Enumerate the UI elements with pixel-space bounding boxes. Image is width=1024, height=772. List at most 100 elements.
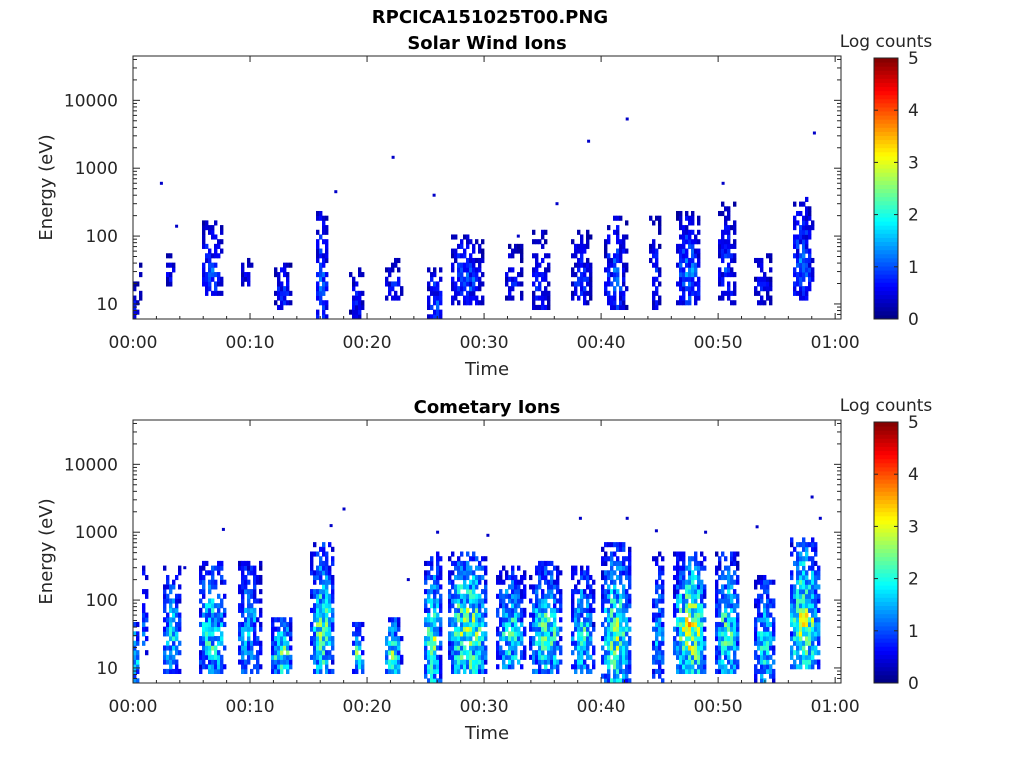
heatmap-cell [505, 589, 509, 595]
heatmap-cell [808, 645, 812, 651]
heatmap-cell [607, 645, 611, 651]
heatmap-cell [328, 626, 332, 632]
heatmap-cell [424, 650, 428, 656]
heatmap-cell [169, 617, 173, 623]
heatmap-cell [727, 668, 731, 675]
heatmap-cell [730, 253, 734, 259]
heatmap-cell [220, 631, 224, 637]
heatmap-cell [439, 300, 443, 306]
heatmap-cell [250, 640, 254, 646]
heatmap-cell [622, 668, 626, 675]
heatmap-cell [253, 640, 257, 646]
heatmap-cell [331, 668, 335, 675]
heatmap-cell [535, 607, 539, 613]
heatmap-cell [433, 589, 437, 595]
heatmap-cell [679, 220, 683, 226]
heatmap-cell [433, 659, 437, 665]
heatmap-cell [676, 281, 680, 287]
heatmap-cell [391, 267, 395, 273]
heatmap-cell [625, 664, 629, 670]
heatmap-cell [145, 636, 149, 642]
heatmap-cell [607, 234, 611, 240]
heatmap-cell [796, 617, 800, 623]
heatmap-cell [241, 636, 245, 642]
heatmap-cell [205, 664, 209, 670]
heatmap-cell [241, 272, 245, 278]
heatmap-cell [466, 654, 470, 660]
heatmap-cell [475, 603, 479, 609]
heatmap-cell [721, 281, 725, 287]
heatmap-cell [676, 645, 680, 651]
heatmap-cell [166, 626, 170, 632]
heatmap-cell [757, 668, 761, 675]
heatmap-cell [484, 589, 488, 595]
colorbar-segment [874, 552, 898, 558]
heatmap-cell [505, 574, 509, 581]
heatmap-cell [622, 584, 626, 590]
heatmap-cell [577, 229, 581, 235]
heatmap-cell [385, 267, 389, 273]
heatmap-cell [283, 262, 287, 268]
heatmap-cell [688, 215, 692, 221]
heatmap-cell [802, 654, 806, 660]
heatmap-cell [436, 626, 440, 632]
heatmap-cell [436, 668, 440, 675]
heatmap-cell [535, 650, 539, 656]
heatmap-cell [724, 272, 728, 278]
heatmap-cell [691, 257, 695, 264]
heatmap-cell [676, 598, 680, 604]
heatmap-cell [397, 650, 401, 656]
heatmap-cell [325, 565, 329, 571]
colorbar-segment [874, 147, 898, 153]
heatmap-cell [622, 272, 626, 278]
heatmap-cell [517, 272, 521, 278]
heatmap-cell [424, 664, 428, 670]
heatmap-cell [475, 617, 479, 623]
colorbar-segment [874, 86, 898, 92]
heatmap-cell [505, 617, 509, 623]
heatmap-cell [202, 636, 206, 642]
heatmap-cell [538, 640, 542, 646]
heatmap-cell [322, 215, 326, 221]
heatmap-cell [175, 621, 179, 628]
heatmap-cell [688, 626, 692, 632]
heatmap-cell [430, 276, 434, 282]
heatmap-cell [469, 239, 473, 245]
heatmap-cell [469, 603, 473, 609]
heatmap-cell [478, 664, 482, 670]
heatmap-cell [319, 668, 323, 675]
heatmap-cell [619, 286, 623, 292]
colorbar-segment [874, 491, 898, 496]
heatmap-cell [733, 239, 737, 245]
heatmap-cell [685, 659, 689, 665]
heatmap-cell [727, 210, 731, 217]
heatmap-cell [793, 659, 797, 665]
heatmap-cell [754, 286, 758, 292]
heatmap-cell [736, 612, 740, 618]
heatmap-cell [799, 607, 803, 613]
heatmap-cell [799, 229, 803, 235]
heatmap-cell [244, 565, 248, 571]
heatmap-cell [736, 626, 740, 632]
heatmap-cell [286, 272, 290, 278]
heatmap-cell [733, 607, 737, 613]
heatmap-cell [607, 607, 611, 613]
heatmap-cell [721, 612, 725, 618]
heatmap-cell [682, 584, 686, 590]
heatmap-cell [796, 253, 800, 259]
heatmap-cell [547, 281, 551, 287]
heatmap-cell [457, 659, 461, 665]
heatmap-cell [697, 229, 701, 235]
heatmap-cell [142, 617, 146, 623]
heatmap-cell [175, 626, 179, 632]
colorbar-tick-label: 2 [908, 570, 919, 590]
heatmap-cell [619, 574, 623, 581]
heatmap-cell [460, 281, 464, 287]
heatmap-cell [475, 664, 479, 670]
heatmap-cell [280, 664, 284, 670]
heatmap-cell [286, 650, 290, 656]
heatmap-cell [655, 668, 659, 675]
heatmap-cell [655, 300, 659, 306]
heatmap-cell [313, 574, 317, 581]
heatmap-cell [199, 598, 203, 604]
